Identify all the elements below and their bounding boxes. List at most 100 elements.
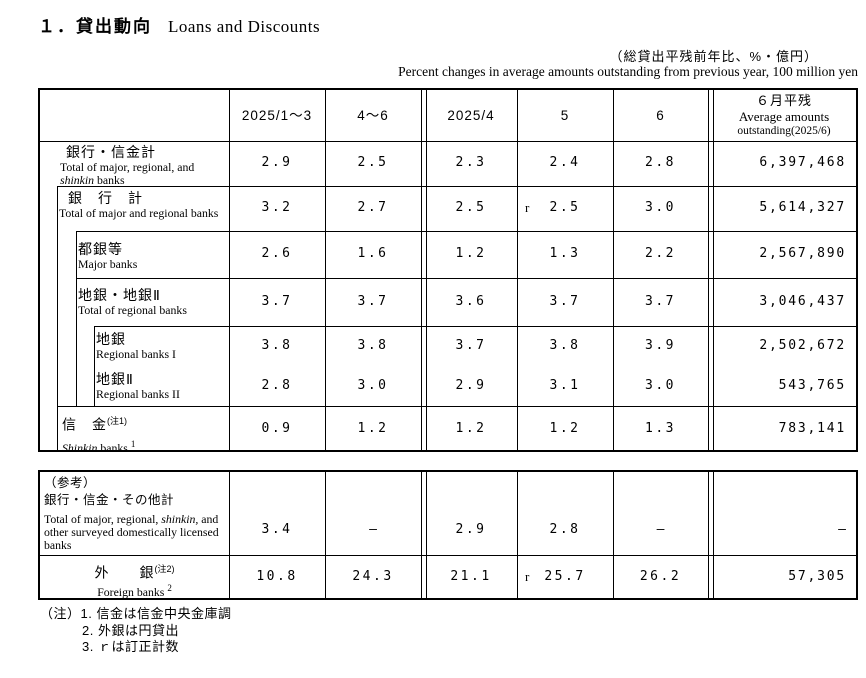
value-cell: 3.7 [261,294,293,309]
value-cell: 24.3 [352,569,394,584]
value-cell: 2.3 [455,155,487,170]
double-column-rule [708,90,714,450]
row-label-total-banks: 銀 行 計 Total of major and regional banks [59,190,219,220]
value-cell: — [369,522,377,537]
amount-cell: 5,614,327 [759,200,846,215]
subtitle-japanese: （総貸出平残前年比、%・億円） [609,49,818,64]
row-label-jp: 信 金(注1) [62,416,127,433]
row-label-reference-total: （参考） 銀行・信金・その他計 Total of major, regional… [44,476,219,552]
row-rule [57,406,856,408]
amount-cell: 6,397,468 [759,155,846,170]
amount-cell: — [838,522,846,537]
value-cell: 2.9 [261,155,293,170]
column-rule [613,472,615,598]
value-cell: 1.3 [549,246,581,261]
row-label-total-banks-shinkin: 銀行・信金計 Total of major, regional, and shi… [60,144,195,187]
value-cell: 21.1 [450,569,492,584]
value-cell: 2.6 [261,246,293,261]
amount-cell: 57,305 [788,569,846,584]
value-cell: 2.8 [645,155,676,170]
row-rule [76,231,856,233]
row-rule [40,141,856,143]
row-label-en: Foreign banks 2 [97,582,172,599]
value-cell: 3.0 [645,378,676,393]
value-cell: 1.6 [357,246,389,261]
footnote-line: 2. 外銀は円貸出 [82,622,179,638]
subtitle-english: Percent changes in average amounts outst… [398,64,858,79]
value-cell: 3.2 [261,200,293,215]
double-column-rule [421,90,427,450]
amount-cell: 3,046,437 [759,294,846,309]
row-label-en: Shinkin banks 1 [62,438,136,455]
value-cell: 3.0 [357,378,389,393]
revision-mark: r [525,569,530,584]
row-label-regional-banks-1: 地銀 Regional banks I [96,331,176,361]
footnote-line: （注）1. 信金は信金中央金庫調 [40,606,232,621]
value-cell: 3.4 [261,522,293,537]
row-label-en: shinkin banks [60,173,125,187]
value-cell: 3.9 [645,338,676,353]
value-cell: 3.0 [645,200,676,215]
row-rule [76,278,856,280]
amount-cell: 543,765 [778,378,846,393]
row-label-en: Total of major, regional, shinkin, and [44,512,219,526]
value-cell: 2.9 [455,378,487,393]
value-cell: 1.2 [549,421,581,436]
value-cell: 2.8 [261,378,293,393]
value-cell: 3.1 [549,378,581,393]
amount-cell: 2,502,672 [759,338,846,353]
column-rule [613,90,615,450]
column-rule [325,90,327,450]
value-cell: 26.2 [639,569,682,584]
indent-rule-level1 [57,186,59,450]
row-label-jp: 外 銀(注2) [94,564,175,581]
column-rule [325,472,327,598]
row-rule [94,326,856,328]
header-line-en1: Average amounts [738,109,830,124]
value-cell: 2.8 [549,522,581,537]
column-header: 6 [656,108,665,123]
row-label-major-banks: 都銀等 Major banks [78,241,138,271]
amount-cell: 783,141 [778,421,846,436]
column-rule [229,472,231,598]
value-cell: — [656,522,665,537]
column-header-average-amounts: ６月平残 Average amounts outstanding(2025/6) [712,93,856,138]
value-cell: 3.7 [549,294,581,309]
value-cell: 2.2 [645,246,676,261]
reference-table: （参考） 銀行・信金・その他計 Total of major, regional… [38,470,858,600]
value-cell: 1.3 [645,421,676,436]
revision-mark: r [525,200,530,215]
indent-rule-level2 [76,231,78,406]
value-cell-revised: r 25.7 [517,567,613,587]
column-header: 4～6 [357,108,389,123]
column-rule [229,90,231,450]
title-english: Loans and Discounts [168,17,321,36]
value-cell: 2.9 [455,522,487,537]
value-cell: 1.2 [357,421,389,436]
value-cell: 0.9 [261,421,293,436]
value-cell: 1.2 [455,421,487,436]
footnote-line: 3. ｒは訂正計数 [82,639,179,654]
page-title: １．貸出動向 Loans and Discounts [38,12,320,37]
value-cell: 3.8 [357,338,389,353]
value-cell: 1.2 [455,246,487,261]
value-cell: 3.7 [645,294,676,309]
row-label-foreign-banks: 外 銀(注2) Foreign banks 2 [40,560,229,599]
double-column-rule [708,472,714,598]
title-japanese: １．貸出動向 [38,17,152,36]
header-line-en2: outstanding(2025/6) [737,125,831,137]
indent-rule-level3 [94,326,96,406]
column-rule [517,90,519,450]
row-label-en: Total of major, regional, and [60,160,195,174]
footnote-label: （注） [40,606,81,621]
amount-cell: 2,567,890 [759,246,846,261]
value-cell: 3.6 [455,294,487,309]
double-column-rule [421,472,427,598]
value-cell: 2.4 [549,155,581,170]
value-cell: 2.5 [357,155,389,170]
value-cell: 3.8 [261,338,293,353]
row-rule [40,555,856,557]
row-rule [57,186,856,188]
value-cell: 10.8 [256,569,298,584]
